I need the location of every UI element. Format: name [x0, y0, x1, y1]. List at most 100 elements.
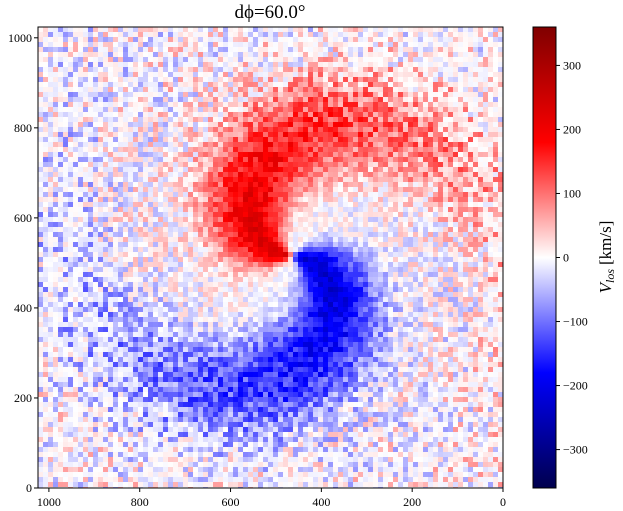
heatmap-cell [228, 447, 233, 452]
heatmap-cell [223, 282, 228, 287]
heatmap-cell [38, 207, 43, 212]
heatmap-cell [213, 262, 218, 267]
heatmap-cell [268, 352, 273, 357]
heatmap-cell [133, 307, 138, 312]
heatmap-cell [208, 127, 213, 132]
heatmap-cell [73, 392, 78, 397]
heatmap-cell [198, 142, 203, 147]
heatmap-cell [173, 122, 178, 127]
heatmap-cell [208, 222, 213, 227]
heatmap-cell [238, 72, 243, 77]
heatmap-cell [178, 132, 183, 137]
heatmap-cell [83, 397, 88, 402]
heatmap-cell [38, 367, 43, 372]
heatmap-cell [188, 452, 193, 457]
heatmap-cell [233, 362, 238, 367]
heatmap-cell [223, 402, 228, 407]
heatmap-cell [68, 217, 73, 222]
heatmap-cell [38, 112, 43, 117]
heatmap-cell [223, 337, 228, 342]
heatmap-cell [38, 302, 43, 307]
heatmap-cell [273, 277, 278, 282]
heatmap-cell [138, 332, 143, 337]
heatmap-cell [218, 482, 223, 487]
heatmap-cell [278, 317, 283, 322]
heatmap-cell [118, 227, 123, 232]
heatmap-cell [223, 107, 228, 112]
heatmap-cell [43, 322, 48, 327]
heatmap-cell [88, 162, 93, 167]
heatmap-cell [278, 432, 283, 437]
heatmap-cell [63, 172, 68, 177]
heatmap-cell [168, 147, 173, 152]
heatmap-cell [148, 222, 153, 227]
heatmap-cell [88, 452, 93, 457]
heatmap-cell [188, 177, 193, 182]
heatmap-cell [143, 327, 148, 332]
heatmap-cell [153, 212, 158, 217]
heatmap-cell [73, 32, 78, 37]
heatmap-cell [208, 477, 213, 482]
heatmap-cell [223, 32, 228, 37]
heatmap-cell [208, 417, 213, 422]
heatmap-cell [283, 212, 288, 217]
heatmap-cell [268, 227, 273, 232]
heatmap-cell [278, 197, 283, 202]
heatmap-cell [233, 322, 238, 327]
heatmap-cell [218, 252, 223, 257]
heatmap-cell [53, 57, 58, 62]
heatmap-cell [303, 232, 308, 237]
heatmap-cell [38, 122, 43, 127]
heatmap-cell [168, 122, 173, 127]
heatmap-cell [253, 47, 258, 52]
heatmap-cell [93, 332, 98, 337]
heatmap-cell [293, 262, 298, 267]
heatmap-cell [68, 227, 73, 232]
heatmap-cell [268, 302, 273, 307]
heatmap-cell [148, 27, 153, 32]
heatmap-cell [228, 267, 233, 272]
heatmap-cell [198, 72, 203, 77]
heatmap-cell [238, 82, 243, 87]
heatmap-cell [283, 162, 288, 167]
heatmap-cell [268, 222, 273, 227]
heatmap-cell [268, 127, 273, 132]
heatmap-cell [123, 52, 128, 57]
heatmap-cell [233, 357, 238, 362]
heatmap-cell [188, 62, 193, 67]
heatmap-cell [263, 157, 268, 162]
heatmap-cell [88, 477, 93, 482]
heatmap-cell [163, 312, 168, 317]
heatmap-cell [298, 322, 303, 327]
heatmap-cell [143, 417, 148, 422]
heatmap-cell [213, 237, 218, 242]
heatmap-cell [113, 412, 118, 417]
heatmap-cell [188, 112, 193, 117]
heatmap-cell [253, 82, 258, 87]
heatmap-cell [118, 237, 123, 242]
heatmap-cell [78, 192, 83, 197]
heatmap-cell [118, 132, 123, 137]
heatmap-cell [103, 252, 108, 257]
heatmap-cell [223, 347, 228, 352]
heatmap-cell [173, 432, 178, 437]
heatmap-cell [183, 87, 188, 92]
heatmap-cell [63, 212, 68, 217]
heatmap-cell [58, 357, 63, 362]
heatmap-cell [118, 317, 123, 322]
heatmap-cell [53, 82, 58, 87]
heatmap-cell [148, 62, 153, 67]
heatmap-cell [43, 267, 48, 272]
heatmap-cell [138, 182, 143, 187]
heatmap-cell [168, 362, 173, 367]
heatmap-cell [243, 482, 248, 487]
heatmap-cell [78, 247, 83, 252]
heatmap-cell [38, 372, 43, 377]
heatmap-cell [83, 357, 88, 362]
heatmap-cell [203, 312, 208, 317]
heatmap-cell [233, 477, 238, 482]
heatmap-cell [263, 147, 268, 152]
heatmap-cell [158, 242, 163, 247]
heatmap-cell [228, 237, 233, 242]
heatmap-cell [303, 27, 308, 32]
